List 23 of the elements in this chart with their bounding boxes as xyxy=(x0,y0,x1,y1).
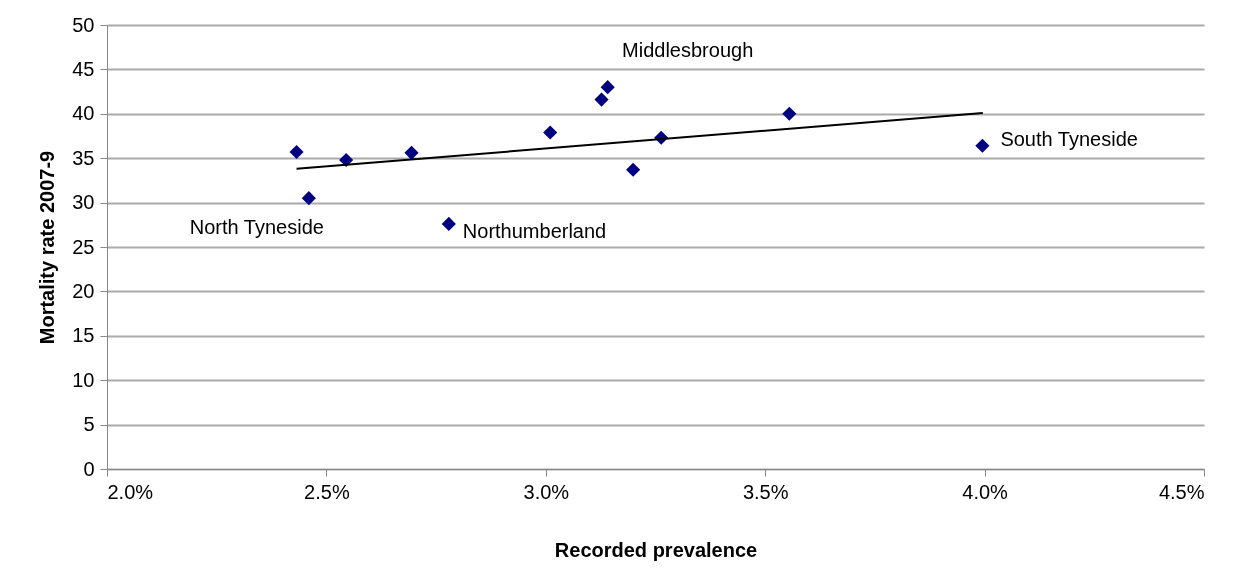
y-tick-label: 15 xyxy=(72,324,95,347)
y-axis-title: Mortality rate 2007-9 xyxy=(36,150,59,345)
y-tick-label: 50 xyxy=(72,13,95,36)
x-tick-label: 2.5% xyxy=(304,480,350,503)
y-tick-label: 30 xyxy=(72,191,95,214)
y-tick-label: 40 xyxy=(72,102,95,125)
y-tick-label: 45 xyxy=(72,57,95,80)
annotation: North Tyneside xyxy=(189,216,324,239)
y-tick-label: 25 xyxy=(72,235,95,258)
y-tick-label: 35 xyxy=(72,146,95,169)
y-tick-label: 5 xyxy=(83,413,95,436)
x-tick-label: 4.0% xyxy=(962,480,1009,503)
x-tick-label: 4.5% xyxy=(1158,480,1205,503)
x-tick-label: 2.0% xyxy=(107,480,154,503)
annotation: Northumberland xyxy=(462,219,607,242)
x-tick-label: 3.5% xyxy=(742,480,789,503)
y-tick-label: 0 xyxy=(83,457,95,480)
x-axis-title: Recorded prevalence xyxy=(554,538,758,561)
y-tick-label: 10 xyxy=(72,368,95,391)
y-tick-label: 20 xyxy=(72,279,95,302)
annotation: Middlesbrough xyxy=(622,39,754,62)
x-tick-label: 3.0% xyxy=(523,480,570,503)
annotation: South Tyneside xyxy=(1000,127,1138,150)
